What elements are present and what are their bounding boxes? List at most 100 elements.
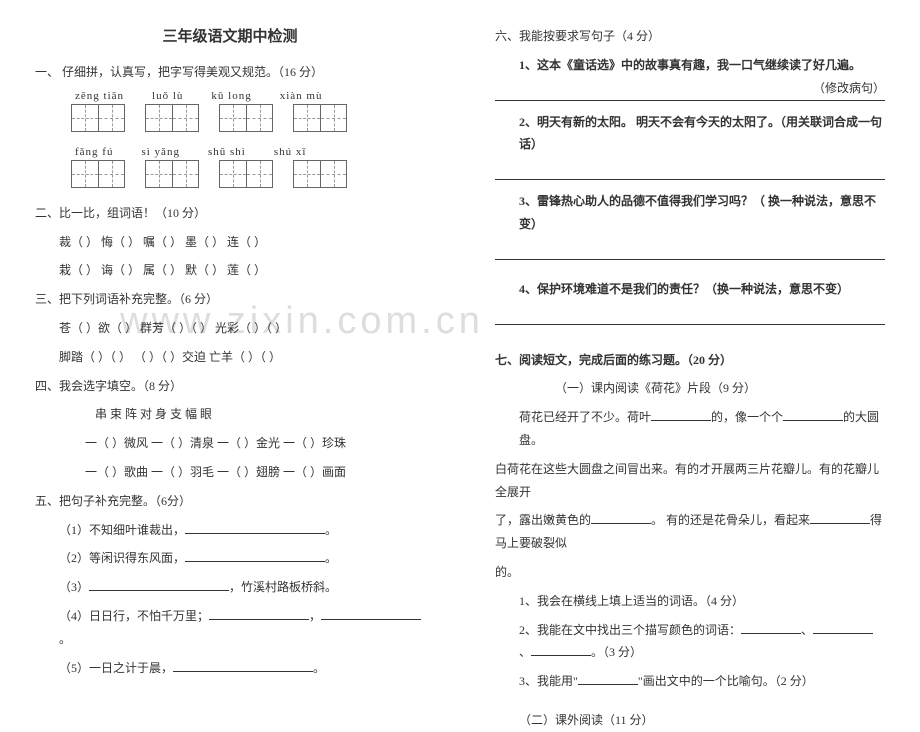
section-7-heading: 七、阅读短文，完成后面的练习题。（20 分）: [495, 349, 885, 372]
q-text: ，竹溪村路板桥斜。: [229, 580, 337, 594]
section-3-line1: 苍（ ）欲（ ） 群芳（ ）（ ） 光彩（ ）（ ）: [35, 317, 425, 340]
section-7-sub2: （二）课外阅读（11 分）: [495, 709, 885, 732]
passage-line-4: 的。: [495, 561, 885, 584]
q-text: "画出文中的一个比喻句。（2 分）: [638, 674, 814, 688]
q-text: 3、雷锋热心助人的品德不值得我们学习吗？（ 换一种说法，意思不变）: [519, 194, 876, 231]
q-text: 、: [801, 623, 813, 637]
q-text: 、: [519, 645, 531, 659]
section-7-sub1: （一）课内阅读《荷花》片段（9 分）: [495, 377, 885, 400]
p-text: 了，露出嫩黄色的: [495, 513, 591, 527]
blank-line: [89, 577, 229, 591]
blank-line: [651, 407, 711, 421]
blank-line: [813, 620, 873, 634]
section-5-q3: （3） ，竹溪村路板桥斜。: [35, 576, 425, 599]
char-box-pair: [71, 104, 125, 132]
pinyin-row-2: fǎng fú sì yǎng shū shì shú xī: [35, 146, 425, 158]
char-box-pair: [219, 160, 273, 188]
blank-line: [578, 671, 638, 685]
q-text: （5）一日之计于晨，: [59, 661, 173, 675]
blank-line: [531, 642, 591, 656]
char-box-pair: [293, 160, 347, 188]
section-5-heading: 五、把句子补充完整。（6分）: [35, 490, 425, 513]
blank-line: [321, 606, 421, 620]
q-note: （修改病句）: [813, 77, 885, 100]
pinyin-label: shú xī: [274, 146, 307, 158]
section-2-line1: 裁（ ） 悔（ ） 嘱（ ） 墨（ ） 连（ ）: [35, 231, 425, 254]
section-6-heading: 六、我能按要求写句子（4 分）: [495, 25, 885, 48]
blank-line: [783, 407, 843, 421]
q-text: 。（3 分）: [591, 645, 642, 659]
q-text: 2、我能在文中找出三个描写颜色的词语：: [519, 623, 741, 637]
blank-line: [209, 606, 309, 620]
exam-title: 三年级语文期中检测: [35, 25, 425, 46]
section-5-q2: （2）等闲识得东风面， 。: [35, 547, 425, 570]
q-text: 2、明天有新的太阳。 明天不会有今天的太阳了。（用关联词合成一句话）: [519, 115, 882, 152]
q-text: ，: [309, 609, 321, 623]
section-4-heading: 四、我会选字填空。（8 分）: [35, 375, 425, 398]
section-2-line2: 栽（ ） 诲（ ） 属（ ） 默（ ） 莲（ ）: [35, 259, 425, 282]
period: 。: [59, 632, 71, 646]
section-3-line2: 脚踏（ ）（ ） （ ）（ ）交迫 亡羊（ ）（ ）: [35, 346, 425, 369]
blank-line: [185, 520, 325, 534]
period: 。: [325, 523, 337, 537]
left-column: 三年级语文期中检测 一、 仔细拼，认真写，把字写得美观又规范。（16 分） zē…: [0, 0, 460, 650]
char-box-pair: [71, 160, 125, 188]
boxes-row-1: [35, 104, 425, 132]
char-box-pair: [145, 104, 199, 132]
char-box-pair: [293, 104, 347, 132]
section-5-q4: （4）日日行，不怕千万里； ， 。: [35, 605, 425, 651]
period: 。: [325, 551, 337, 565]
passage-line-1: 荷花已经开了不少。荷叶的，像一个个的大圆盘。: [495, 406, 885, 452]
p-text: 的，像一个个: [711, 410, 783, 424]
section-4-line2: 一（ ）歌曲 一（ ）羽毛 一（ ）翅膀 一（ ）画面: [35, 461, 425, 484]
section-6-q3: 3、雷锋热心助人的品德不值得我们学习吗？（ 换一种说法，意思不变）: [495, 190, 885, 236]
p-text: 。 有的还是花骨朵儿，看起来: [651, 513, 810, 527]
boxes-row-2: [35, 160, 425, 188]
section-6-q1: 1、这本《童话选》中的故事真有趣，我一口气继续读了好几遍。 （修改病句）: [495, 54, 885, 77]
heading-text: 七、阅读短文，完成后面的练习题。（20 分）: [495, 353, 732, 367]
section-4-chars: 串 束 阵 对 身 支 幅 眼: [35, 403, 425, 426]
right-column: 六、我能按要求写句子（4 分） 1、这本《童话选》中的故事真有趣，我一口气继续读…: [460, 0, 920, 650]
heading-text: 六、我能按要求写句子（4 分）: [495, 29, 660, 43]
p-text: 荷花已经开了不少。荷叶: [519, 410, 651, 424]
answer-line: [495, 162, 885, 180]
q-text: （2）等闲识得东风面，: [59, 551, 185, 565]
passage-line-2: 白荷花在这些大圆盘之间冒出来。有的才开展两三片花瓣儿。有的花瓣儿全展开: [495, 458, 885, 504]
section-1-heading: 一、 仔细拼，认真写，把字写得美观又规范。（16 分）: [35, 61, 425, 84]
section-7-q2: 2、我能在文中找出三个描写颜色的词语：、、。（3 分）: [495, 619, 885, 665]
section-7-q3: 3、我能用" "画出文中的一个比喻句。（2 分）: [495, 670, 885, 693]
blank-line: [591, 510, 651, 524]
section-5-q5: （5）一日之计于晨， 。: [35, 657, 425, 680]
section-5-q1: （1）不知细叶谁裁出， 。: [35, 519, 425, 542]
section-6-q4: 4、保护环境难道不是我们的责任？（换一种说法，意思不变）: [495, 278, 885, 301]
pinyin-label: fǎng fú: [75, 146, 113, 158]
section-4-line1: 一（ ）微风 一（ ）清泉 一（ ）金光 一（ ）珍珠: [35, 432, 425, 455]
q-text: 1、这本《童话选》中的故事真有趣，我一口气继续读了好几遍。: [519, 58, 861, 72]
char-box-pair: [219, 104, 273, 132]
section-3-heading: 三、把下列词语补充完整。（6 分）: [35, 288, 425, 311]
answer-line: [495, 307, 885, 325]
period: 。: [313, 661, 325, 675]
q-text: 3、我能用": [519, 674, 578, 688]
passage-line-3: 了，露出嫩黄色的。 有的还是花骨朵儿，看起来得马上要破裂似: [495, 509, 885, 555]
q-text: （3）: [59, 580, 89, 594]
pinyin-label: zēng tiān: [75, 90, 124, 102]
section-6-q2: 2、明天有新的太阳。 明天不会有今天的太阳了。（用关联词合成一句话）: [495, 111, 885, 157]
answer-line: [495, 242, 885, 260]
blank-line: [185, 548, 325, 562]
pinyin-label: sì yǎng: [141, 146, 179, 158]
blank-line: [810, 510, 870, 524]
blank-line: [173, 658, 313, 672]
blank-line: [741, 620, 801, 634]
q-text: 4、保护环境难道不是我们的责任？（换一种说法，意思不变）: [519, 282, 849, 296]
pinyin-label: kū long: [211, 90, 251, 102]
pinyin-label: shū shì: [208, 146, 246, 158]
section-7-q1: 1、我会在横线上填上适当的词语。（4 分）: [495, 590, 885, 613]
section-2-heading: 二、比一比，组词语！（10 分）: [35, 202, 425, 225]
char-box-pair: [145, 160, 199, 188]
q-text: （1）不知细叶谁裁出，: [59, 523, 185, 537]
pinyin-label: xiàn mù: [280, 90, 323, 102]
pinyin-row-1: zēng tiān luǒ lù kū long xiàn mù: [35, 90, 425, 102]
q-text: （4）日日行，不怕千万里；: [59, 609, 209, 623]
pinyin-label: luǒ lù: [152, 90, 183, 102]
